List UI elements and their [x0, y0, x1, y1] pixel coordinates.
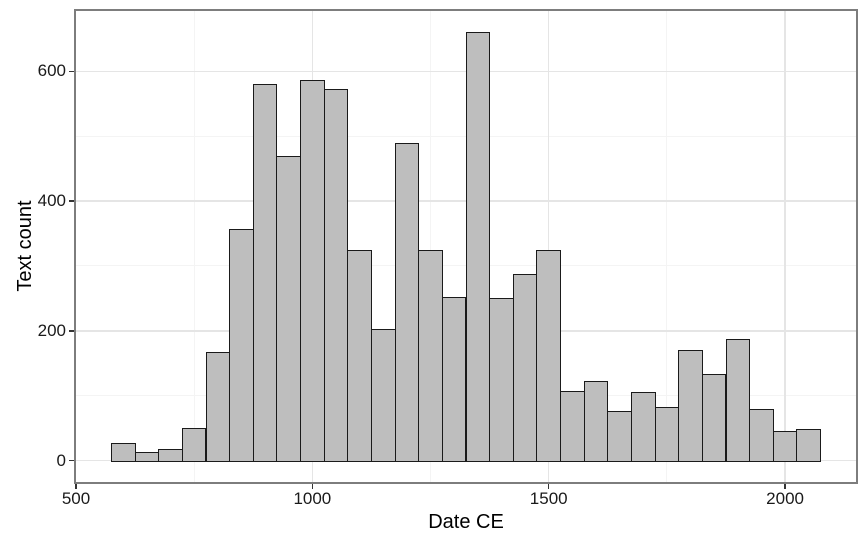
histogram-bar [560, 390, 585, 462]
grid-minor-line-x [193, 11, 195, 482]
y-tick-label: 0 [56, 450, 66, 470]
histogram-bar [441, 297, 467, 462]
x-tick [311, 484, 314, 489]
histogram-bar [465, 32, 491, 462]
x-tick [547, 484, 550, 489]
x-tick [784, 484, 786, 489]
y-tick-label: 400 [37, 191, 66, 211]
histogram-bar [205, 351, 231, 462]
y-axis-title: Text count [14, 200, 36, 292]
histogram-bar [796, 428, 822, 462]
histogram-bar [678, 350, 703, 462]
grid-minor-line-x [430, 11, 432, 482]
x-tick-label: 500 [61, 489, 91, 508]
y-tick [69, 70, 74, 73]
histogram-bar [654, 407, 680, 462]
histogram-bar [607, 410, 632, 462]
histogram-bar [252, 84, 278, 462]
histogram-bar [725, 339, 751, 462]
x-tick-label: 1500 [529, 489, 568, 508]
histogram-bar [134, 451, 160, 462]
histogram-bar [583, 380, 609, 462]
grid-major-line-x [784, 11, 786, 482]
y-tick [69, 459, 74, 462]
histogram-bar [347, 250, 372, 462]
histogram-bar [749, 408, 774, 462]
histogram-bar [276, 155, 302, 462]
x-tick-label: 1000 [293, 489, 332, 508]
y-tick-label: 600 [37, 61, 66, 81]
histogram-bar [370, 328, 396, 462]
histogram-bar [394, 142, 420, 462]
histogram-bar [772, 430, 798, 462]
histogram-bar [489, 297, 514, 462]
grid-major-line-x [547, 11, 550, 482]
histogram-bar [323, 88, 349, 462]
grid-minor-line-x [666, 11, 668, 482]
histogram-bar [630, 391, 656, 462]
y-tick-label: 200 [37, 320, 66, 340]
x-tick-label: 2000 [766, 489, 804, 508]
histogram-bar [701, 373, 727, 462]
histogram-bar [229, 228, 254, 462]
x-axis-title: Date CE [428, 511, 504, 533]
histogram-bar [418, 250, 443, 462]
y-tick [69, 330, 74, 332]
histogram-bar [300, 79, 325, 462]
histogram-bar [181, 427, 207, 462]
plot-panel [74, 9, 858, 484]
histogram-bar [110, 443, 136, 462]
histogram-bar [536, 250, 562, 462]
histogram-bar [512, 273, 538, 462]
histogram-bar [158, 448, 183, 462]
x-tick [75, 484, 77, 489]
y-tick [69, 200, 74, 202]
